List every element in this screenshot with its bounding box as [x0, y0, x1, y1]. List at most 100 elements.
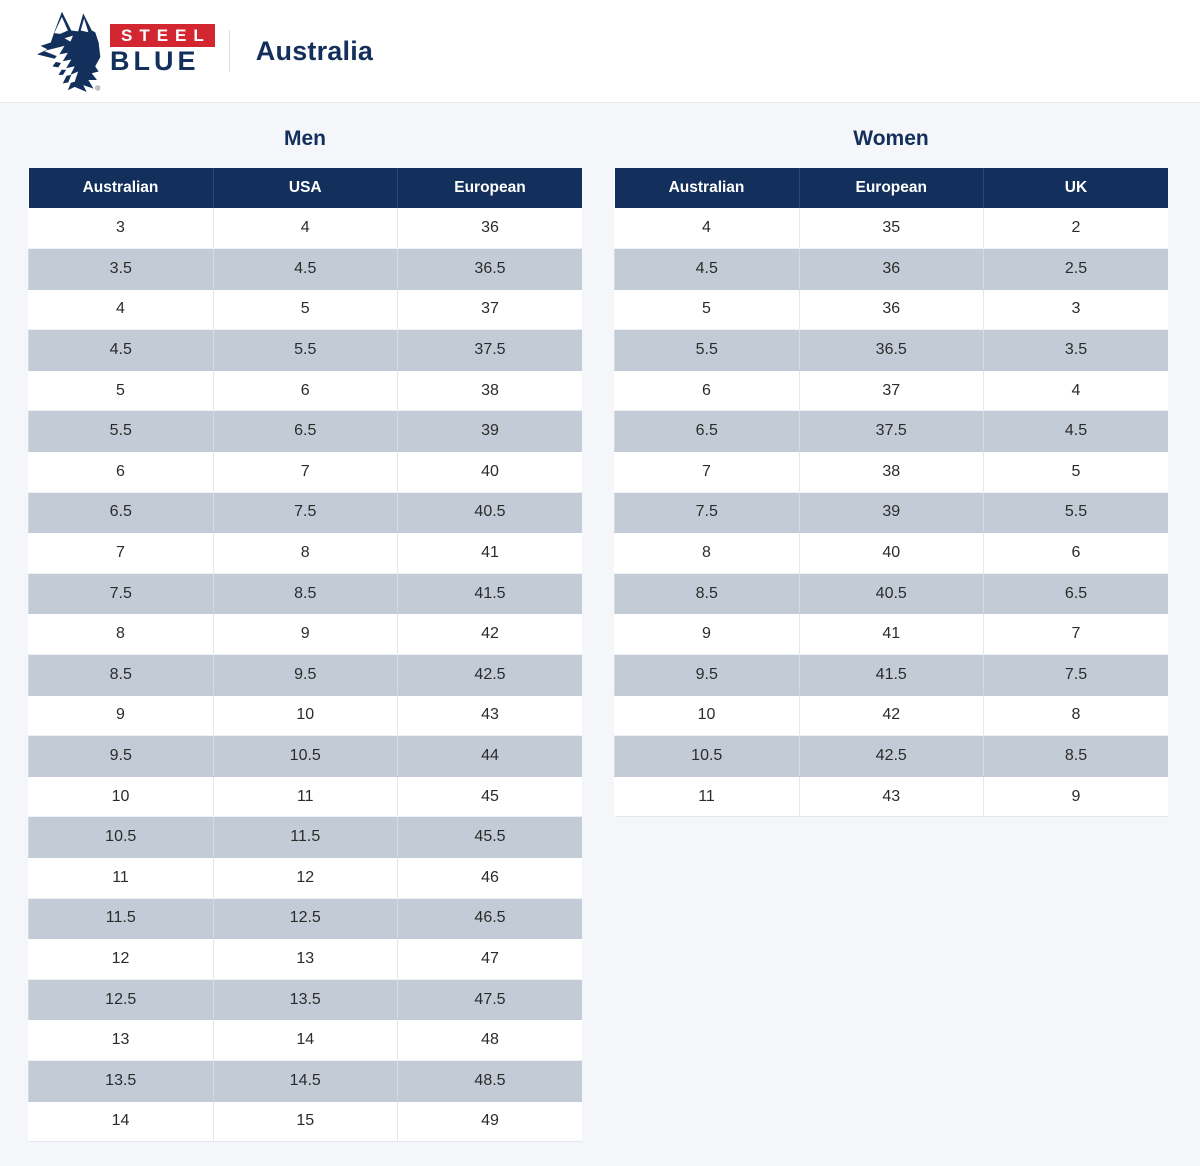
size-cell: 6.5: [28, 492, 213, 534]
table-row: 3 4 36: [28, 208, 582, 250]
size-cell: 8: [28, 613, 213, 656]
size-cell: 42.5: [397, 654, 582, 696]
size-cell: 5.5: [983, 492, 1168, 534]
size-cell: 37: [798, 370, 984, 412]
size-cell: 47: [397, 938, 582, 980]
table-row: 12 13 47: [28, 938, 582, 980]
size-cell: 8.5: [28, 654, 213, 696]
size-chart-content: Men Australian USA European 3 4 36 3.5 4.5 36.5 4…: [0, 103, 1200, 1143]
table-row: 10 42 8: [614, 695, 1168, 737]
size-cell: 36: [798, 248, 984, 290]
table-title-men: Men: [284, 127, 326, 150]
size-cell: 7: [614, 451, 799, 493]
size-cell: 48: [397, 1019, 582, 1061]
size-cell: 38: [798, 451, 984, 493]
size-cell: 3: [28, 208, 213, 250]
size-cell: 7: [28, 532, 213, 574]
table-row: 13 14 48: [28, 1019, 582, 1061]
size-cell: 36.5: [798, 329, 984, 371]
size-cell: 42: [397, 613, 582, 656]
size-cell: 10.5: [614, 735, 799, 777]
table-row: 13.5 14.5 48.5: [28, 1060, 582, 1102]
size-cell: 9.5: [614, 654, 799, 696]
size-cell: 5.5: [212, 329, 398, 371]
size-cell: 36.5: [397, 248, 582, 290]
steel-blue-logo[interactable]: ® STEEL BLUE: [30, 10, 215, 92]
size-cell: 39: [798, 492, 984, 534]
size-cell: 37: [397, 289, 582, 331]
header-row: Australian European UK: [614, 168, 1168, 208]
size-cell: 9.5: [28, 735, 213, 777]
size-cell: 2.5: [983, 248, 1168, 290]
site-header: ® STEEL BLUE Australia: [0, 0, 1200, 103]
size-cell: 36: [397, 208, 582, 250]
size-cell: 40.5: [397, 492, 582, 534]
size-cell: 2: [983, 208, 1168, 250]
table-row: 6 7 40: [28, 451, 582, 493]
table-row: 6.5 7.5 40.5: [28, 492, 582, 534]
size-cell: 4.5: [212, 248, 398, 290]
table-row: 4 35 2: [614, 208, 1168, 250]
size-cell: 6: [212, 370, 398, 412]
table-row: 8.5 40.5 6.5: [614, 573, 1168, 615]
size-cell: 10: [212, 695, 398, 737]
wordmark-blue: BLUE: [110, 46, 200, 76]
size-cell: 45.5: [397, 816, 582, 858]
table-title-women: Women: [853, 127, 929, 150]
table-row: 6.5 37.5 4.5: [614, 410, 1168, 453]
women-size-section: Women Australian European UK 4 35 2 4.5 36 2.5 5 3…: [614, 127, 1168, 818]
size-cell: 13: [28, 1019, 213, 1061]
men-size-section: Men Australian USA European 3 4 36 3.5 4.5 36.5 4…: [28, 127, 582, 1143]
size-cell: 5: [28, 370, 213, 412]
size-cell: 5.5: [28, 410, 213, 453]
size-cell: 11.5: [28, 898, 213, 940]
size-cell: 5: [212, 289, 398, 331]
size-cell: 4.5: [983, 410, 1168, 453]
size-cell: 43: [798, 776, 984, 818]
size-cell: 40: [397, 451, 582, 493]
size-cell: 41.5: [798, 654, 984, 696]
table-row: 11.5 12.5 46.5: [28, 898, 582, 940]
size-cell: 40.5: [798, 573, 984, 615]
men-size-table: Australian USA European 3 4 36 3.5 4.5 36.5 4 5 37 4…: [28, 168, 582, 1143]
size-cell: 4.5: [614, 248, 799, 290]
table-row: 10.5 11.5 45.5: [28, 816, 582, 858]
size-cell: 7.5: [614, 492, 799, 534]
table-row: 6 37 4: [614, 370, 1168, 412]
table-row: 8 9 42: [28, 613, 582, 656]
steel-blue-wordmark: STEEL BLUE: [110, 24, 215, 75]
size-cell: 44: [397, 735, 582, 777]
size-cell: 36: [798, 289, 984, 331]
table-row: 4 5 37: [28, 289, 582, 331]
size-cell: 11.5: [212, 816, 398, 858]
header-divider: [228, 30, 230, 72]
size-cell: 15: [212, 1101, 398, 1143]
table-row: 4.5 5.5 37.5: [28, 329, 582, 371]
table-row: 14 15 49: [28, 1101, 582, 1143]
size-cell: 3.5: [983, 329, 1168, 371]
size-cell: 41: [397, 532, 582, 574]
table-row: 9.5 41.5 7.5: [614, 654, 1168, 696]
registered-mark: ®: [95, 84, 100, 92]
size-cell: 4: [212, 208, 398, 250]
size-cell: 6: [614, 370, 799, 412]
size-cell: 12: [212, 857, 398, 899]
size-cell: 11: [28, 857, 213, 899]
size-cell: 14: [212, 1019, 398, 1061]
size-cell: 4: [28, 289, 213, 331]
table-row: 10 11 45: [28, 776, 582, 818]
column-header-uk: UK: [983, 168, 1168, 208]
size-cell: 8: [983, 695, 1168, 737]
size-cell: 46.5: [397, 898, 582, 940]
size-cell: 49: [397, 1101, 582, 1143]
size-cell: 9.5: [212, 654, 398, 696]
region-label: Australia: [255, 35, 374, 66]
size-cell: 41: [798, 613, 984, 656]
table-row: 5 6 38: [28, 370, 582, 412]
table-row: 7 38 5: [614, 451, 1168, 493]
size-cell: 11: [614, 776, 799, 818]
size-cell: 10.5: [28, 816, 213, 858]
size-cell: 42: [798, 695, 984, 737]
table-row: 7 8 41: [28, 532, 582, 574]
size-cell: 13: [212, 938, 398, 980]
